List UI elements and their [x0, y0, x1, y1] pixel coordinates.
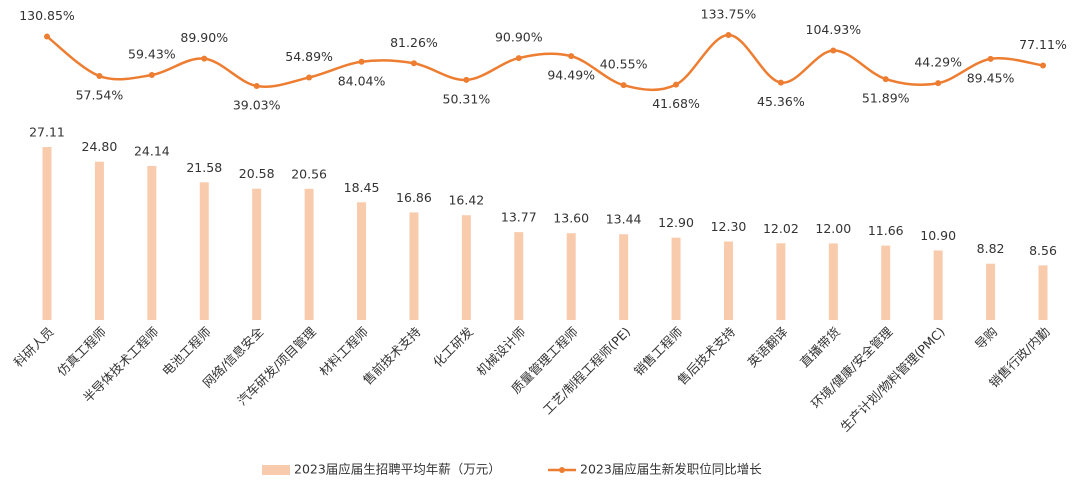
line-marker [358, 58, 365, 65]
bar-value-label: 12.02 [763, 221, 799, 236]
line-marker [44, 33, 50, 40]
bar [304, 188, 314, 320]
x-tick-label: 工艺/制程工程师(PE) [540, 324, 633, 417]
line-value-label: 54.89% [285, 49, 333, 64]
line-marker [568, 53, 575, 60]
bar [881, 245, 891, 320]
line-marker [1040, 62, 1046, 69]
bar-value-label: 27.11 [29, 125, 65, 140]
bar-value-label: 13.60 [553, 211, 589, 226]
line-value-label: 94.49% [547, 68, 595, 83]
bar [933, 250, 943, 320]
x-tick-label: 科研人员 [11, 324, 57, 370]
bar [461, 215, 471, 320]
line-marker [620, 82, 627, 89]
bar-value-label: 12.90 [658, 215, 694, 230]
line-value-label: 81.26% [390, 35, 438, 50]
line-value-label: 44.29% [914, 55, 962, 70]
legend-label: 2023届应届生招聘平均年薪（万元） [294, 462, 501, 477]
line-value-label: 51.89% [862, 91, 910, 106]
bar [94, 161, 104, 320]
x-tick-label: 电池工程师 [159, 324, 214, 379]
x-tick-label: 化工研发 [430, 324, 476, 370]
line-value-label: 84.04% [338, 73, 386, 88]
x-tick-label: 材料工程师 [316, 324, 371, 379]
bar-value-label: 24.14 [134, 143, 170, 158]
x-tick-label: 直播带货 [797, 324, 843, 370]
line-value-label: 50.31% [443, 91, 491, 106]
bar-value-label: 8.82 [977, 241, 1005, 256]
bar-value-label: 16.42 [448, 193, 484, 208]
bar-value-label: 20.56 [291, 166, 327, 181]
line-marker [725, 32, 732, 38]
bar-value-label: 12.00 [815, 221, 851, 236]
bar-value-label: 13.44 [606, 212, 642, 227]
line-marker [96, 73, 103, 80]
line [46, 33, 1044, 92]
bar-value-label: 20.58 [239, 166, 275, 181]
line-value-label: 45.36% [757, 94, 805, 109]
bar-value-label: 18.45 [344, 180, 380, 195]
line-value-label: 89.90% [180, 30, 228, 45]
x-tick-label: 仿真工程师 [54, 324, 109, 379]
line-marker [777, 79, 784, 86]
line-marker [253, 83, 260, 89]
line-marker [515, 55, 522, 62]
bar [828, 243, 838, 320]
bar [199, 182, 209, 320]
x-tick-label: 销售工程师 [631, 324, 686, 379]
legend-label: 2023届应届生新发职位同比增长 [580, 462, 762, 477]
bar [566, 233, 576, 320]
bar [671, 237, 681, 320]
line-marker [830, 47, 837, 54]
bar-value-label: 13.77 [501, 210, 537, 225]
bar [619, 234, 629, 320]
line-value-label: 59.43% [128, 47, 176, 62]
bar [357, 202, 367, 320]
line-value-label: 89.45% [967, 70, 1015, 85]
line-value-label: 130.85% [19, 8, 75, 23]
x-tick-label: 生产计划/物料管理(PMC) [837, 324, 947, 434]
line-value-label: 77.11% [1019, 37, 1067, 52]
legend-swatch [559, 467, 565, 473]
bar [514, 232, 524, 320]
x-tick-label: 英语翻译 [745, 324, 791, 370]
line-marker [673, 81, 680, 88]
line-marker [935, 80, 942, 87]
bar-value-label: 21.58 [186, 160, 222, 175]
line-marker [306, 74, 313, 81]
bar [147, 165, 157, 320]
line-value-label: 41.68% [652, 96, 700, 111]
line-value-label: 104.93% [806, 22, 862, 37]
x-tick-label: 机械设计师 [474, 324, 529, 379]
line-value-label: 133.75% [701, 7, 757, 22]
bar [409, 212, 419, 320]
bar [1038, 265, 1048, 320]
line-marker [987, 55, 994, 62]
bar [42, 147, 52, 320]
bar-value-label: 11.66 [868, 223, 904, 238]
bar-value-label: 12.30 [711, 219, 747, 234]
line-marker [201, 55, 208, 62]
line-value-label: 39.03% [233, 98, 281, 113]
bar-value-label: 24.80 [82, 139, 118, 154]
bar-value-label: 16.86 [396, 190, 432, 205]
line-marker [882, 76, 889, 83]
bar [986, 263, 996, 320]
line-value-label: 40.55% [600, 57, 648, 72]
bar-value-label: 10.90 [920, 228, 956, 243]
bar-value-label: 8.56 [1029, 243, 1057, 258]
x-tick-label: 导购 [972, 324, 1000, 352]
line-marker [148, 72, 155, 79]
line-value-label: 90.90% [495, 30, 543, 45]
line-marker [410, 60, 417, 67]
bar [723, 241, 733, 320]
bar [776, 243, 786, 320]
line-marker [463, 76, 470, 83]
line-value-label: 57.54% [76, 88, 124, 103]
legend-swatch [262, 465, 290, 475]
bar [252, 188, 262, 320]
